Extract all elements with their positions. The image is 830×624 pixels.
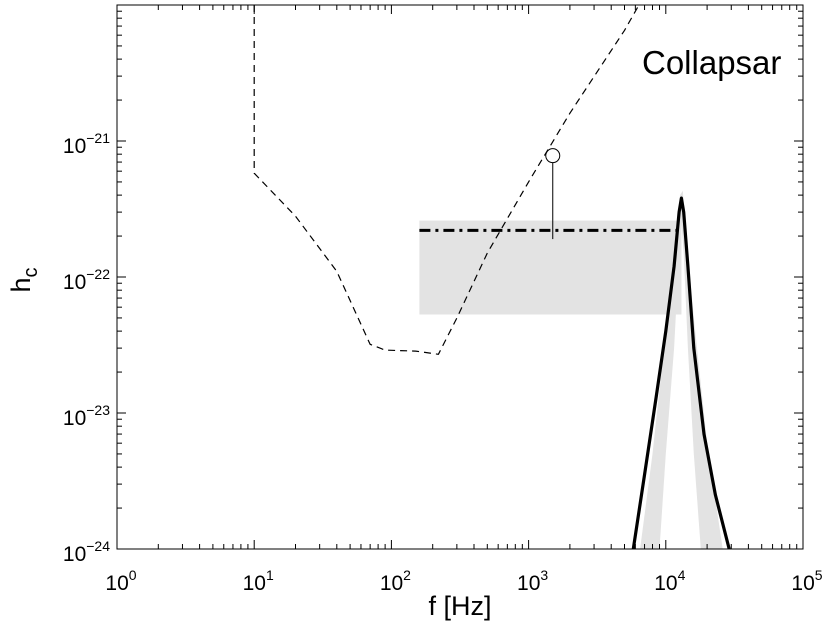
markers xyxy=(545,148,561,240)
marker-open-circle xyxy=(545,148,561,164)
y-axis-title: hc xyxy=(6,267,42,292)
x-tick-label: 100 xyxy=(105,567,136,595)
shaded-regions xyxy=(419,190,723,549)
series-lines xyxy=(253,5,731,549)
y-tick-label: 10−24 xyxy=(63,538,110,566)
shaded-polygon-1 xyxy=(640,190,723,549)
collapsar-annotation: Collapsar xyxy=(642,44,781,81)
y-tick-label: 10−21 xyxy=(63,130,110,158)
y-tick-label: 10−23 xyxy=(63,402,110,430)
x-axis-title: f [Hz] xyxy=(428,591,491,621)
x-tick-label: 105 xyxy=(791,567,822,595)
y-tick-label: 10−22 xyxy=(63,266,110,294)
series-line-dashed xyxy=(253,5,640,355)
x-tick-label: 103 xyxy=(517,567,548,595)
y-axis-title-main: h xyxy=(6,277,36,292)
x-tick-label: 104 xyxy=(654,567,685,595)
series-line-solid xyxy=(631,196,731,549)
y-axis-title-sub: c xyxy=(20,267,42,277)
shaded-band-0 xyxy=(419,220,682,315)
axis-ticks xyxy=(116,4,804,550)
x-tick-label: 102 xyxy=(380,567,411,595)
tick-labels: 100 101 102 103 104 105 10−24 10−23 10−22 10−21 xyxy=(63,130,823,595)
x-tick-label: 101 xyxy=(243,567,274,595)
